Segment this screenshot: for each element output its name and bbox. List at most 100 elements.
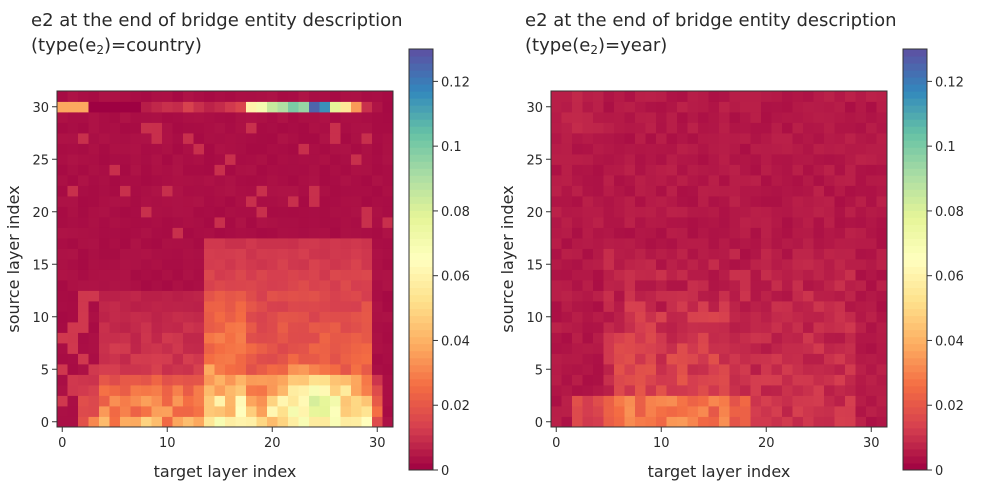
heatmap-cell xyxy=(319,133,331,144)
heatmap-cell xyxy=(57,175,68,186)
heatmap-cell xyxy=(782,374,793,386)
colorbar-segment xyxy=(903,399,927,408)
heatmap-cell xyxy=(572,248,583,260)
heatmap-cell xyxy=(677,122,688,134)
heatmap-cell xyxy=(225,301,236,312)
heatmap-cell xyxy=(677,343,688,354)
heatmap-cell xyxy=(782,217,793,228)
heatmap-cell xyxy=(109,143,121,155)
heatmap-cell xyxy=(551,416,562,428)
heatmap-cell xyxy=(813,143,825,155)
heatmap-cell xyxy=(614,269,625,281)
heatmap-cell xyxy=(78,154,89,165)
heatmap-cell xyxy=(151,122,163,134)
heatmap-cell xyxy=(719,122,730,134)
heatmap-cell xyxy=(109,259,121,270)
heatmap-cell xyxy=(614,311,625,323)
heatmap-cell xyxy=(193,301,205,312)
heatmap-cell xyxy=(698,206,709,218)
heatmap-cell xyxy=(582,385,594,396)
heatmap-cell xyxy=(782,395,793,407)
colorbar-segment xyxy=(409,119,433,127)
heatmap-cell xyxy=(330,196,341,207)
heatmap-cell xyxy=(551,259,562,270)
heatmap-cell xyxy=(719,332,730,344)
heatmap-cell xyxy=(225,164,236,176)
heatmap-cell xyxy=(78,332,89,344)
heatmap-cell xyxy=(246,206,257,218)
heatmap-cell xyxy=(813,217,825,228)
colorbar-segment xyxy=(903,434,927,443)
heatmap-cell xyxy=(57,185,68,197)
heatmap-cell xyxy=(130,353,142,365)
heatmap-cell xyxy=(593,395,604,407)
heatmap-cell xyxy=(708,259,720,270)
heatmap-cell xyxy=(382,385,394,396)
heatmap-cell xyxy=(141,385,152,396)
heatmap-cell xyxy=(792,227,804,239)
heatmap-cell xyxy=(834,185,846,197)
heatmap-cell xyxy=(130,374,142,386)
heatmap-cell xyxy=(666,406,678,417)
heatmap-cell xyxy=(687,395,699,407)
heatmap-cell xyxy=(572,374,583,386)
heatmap-cell xyxy=(876,175,888,186)
heatmap-cell xyxy=(141,353,152,365)
heatmap-cell xyxy=(172,185,184,197)
heatmap-cell xyxy=(109,154,121,165)
heatmap-cell xyxy=(256,269,268,281)
heatmap-cell xyxy=(750,395,762,407)
heatmap-cell xyxy=(603,217,615,228)
heatmap-cell xyxy=(824,248,835,260)
heatmap-cell xyxy=(340,353,352,365)
heatmap-cell xyxy=(382,164,394,176)
heatmap-cell xyxy=(761,154,772,165)
heatmap-cell xyxy=(172,395,184,407)
heatmap-cell xyxy=(677,248,688,260)
heatmap-cell xyxy=(204,133,215,144)
heatmap-cell xyxy=(351,154,362,165)
heatmap-cell xyxy=(698,248,709,260)
heatmap-cell xyxy=(729,406,741,417)
heatmap-cell xyxy=(298,322,310,333)
heatmap-cell xyxy=(99,185,110,197)
heatmap-cell xyxy=(88,122,100,134)
colorbar-segment xyxy=(409,357,433,366)
heatmap-cell xyxy=(834,101,846,113)
heatmap-cell xyxy=(582,217,594,228)
heatmap-cell xyxy=(572,322,583,333)
heatmap-cell xyxy=(246,196,257,207)
heatmap-cell xyxy=(813,112,825,123)
heatmap-cell xyxy=(719,206,730,218)
plot-frame xyxy=(56,90,394,428)
heatmap-cell xyxy=(256,122,268,134)
heatmap-cell xyxy=(729,385,741,396)
colorbar-segment xyxy=(409,427,433,436)
heatmap-cell xyxy=(361,395,373,407)
heatmap-cell xyxy=(845,154,856,165)
heatmap-cell xyxy=(635,185,646,197)
heatmap-cell xyxy=(561,143,573,155)
heatmap-cell xyxy=(246,311,257,323)
heatmap-cell xyxy=(214,385,226,396)
heatmap-cell xyxy=(656,301,667,312)
heatmap-cell xyxy=(288,322,299,333)
heatmap-cell xyxy=(361,154,373,165)
heatmap-cell xyxy=(614,217,625,228)
heatmap-cell xyxy=(750,301,762,312)
heatmap-cell xyxy=(78,112,89,123)
colorbar-segment xyxy=(903,105,927,113)
heatmap-cell xyxy=(708,269,720,281)
heatmap-cell xyxy=(361,322,373,333)
heatmap-cell xyxy=(309,280,320,291)
y-tick-label: 5 xyxy=(535,363,543,378)
heatmap-cell xyxy=(67,395,79,407)
heatmap-cell xyxy=(267,196,278,207)
heatmap-cell xyxy=(750,217,762,228)
heatmap-cell xyxy=(582,112,594,123)
heatmap-cell xyxy=(340,290,352,302)
heatmap-cell xyxy=(792,196,804,207)
heatmap-cell xyxy=(645,332,657,344)
heatmap-cell xyxy=(813,395,825,407)
heatmap-cell xyxy=(666,248,678,260)
